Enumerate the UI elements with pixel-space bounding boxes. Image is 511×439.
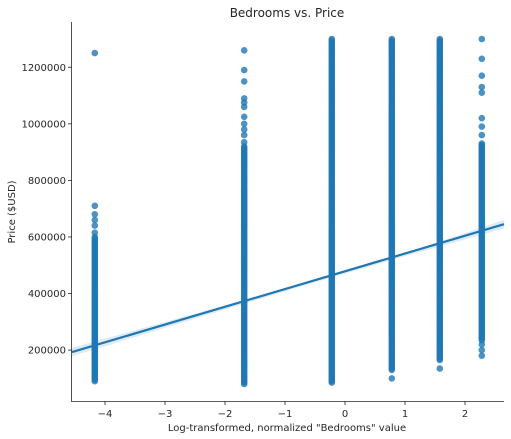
point-column-3: [328, 35, 336, 386]
data-point: [240, 131, 248, 139]
data-point: [91, 49, 99, 57]
y-axis-label: Price ($USD): [7, 180, 18, 243]
y-tick-label: 600000: [28, 232, 66, 243]
y-tick-label: 400000: [28, 289, 66, 300]
data-point: [91, 222, 99, 229]
data-point: [478, 131, 486, 139]
data-point: [478, 114, 486, 122]
data-point: [478, 55, 486, 63]
point-column-5: [436, 35, 444, 372]
x-axis-label: Log-transformed, normalized "Bedrooms" v…: [168, 423, 406, 434]
point-column-4: [388, 35, 396, 382]
data-point: [240, 66, 248, 74]
regression-line: [71, 223, 505, 354]
data-point: [478, 35, 486, 43]
data-point: [91, 211, 99, 218]
x-tick-label: −4: [98, 409, 113, 420]
x-tick-label: 0: [342, 409, 348, 420]
x-tick-label: 2: [462, 409, 468, 420]
data-point: [240, 95, 248, 102]
data-point: [478, 123, 486, 130]
y-ticks: 200000 400000 600000 800000 1000000 1200000: [21, 63, 72, 357]
x-tick-label: −3: [158, 409, 173, 420]
point-column-6: [478, 35, 486, 360]
point-column-2: [240, 47, 248, 388]
y-tick-label: 200000: [28, 346, 66, 357]
data-point: [436, 35, 444, 43]
data-point: [91, 216, 99, 224]
data-point: [478, 346, 486, 354]
x-tick-label: −1: [278, 409, 293, 420]
data-point: [240, 78, 248, 85]
y-tick-label: 1000000: [21, 119, 66, 130]
y-tick-label: 1200000: [21, 63, 66, 74]
data-point: [478, 89, 486, 96]
data-point: [240, 126, 248, 133]
data-point: [478, 352, 486, 360]
x-tick-label: 1: [402, 409, 408, 420]
data-point: [478, 83, 486, 91]
data-point: [91, 229, 99, 236]
data-point: [240, 138, 248, 146]
data-points-layer: [91, 35, 486, 388]
data-point: [436, 365, 444, 372]
data-point: [388, 375, 396, 382]
data-point: [388, 35, 396, 43]
data-point: [478, 72, 486, 79]
point-column-1: [91, 49, 99, 385]
data-point: [240, 120, 248, 128]
data-point: [240, 113, 248, 121]
x-tick-label: −2: [218, 409, 233, 420]
data-point: [91, 202, 99, 210]
x-ticks: −4 −3 −2 −1 0 1 2: [98, 401, 468, 420]
y-tick-label: 800000: [28, 176, 66, 187]
data-point: [478, 341, 486, 348]
regression-line-layer: [71, 223, 505, 354]
chart-title: Bedrooms vs. Price: [230, 6, 345, 20]
data-point: [478, 140, 486, 147]
data-point: [240, 47, 248, 54]
data-point: [328, 35, 336, 43]
